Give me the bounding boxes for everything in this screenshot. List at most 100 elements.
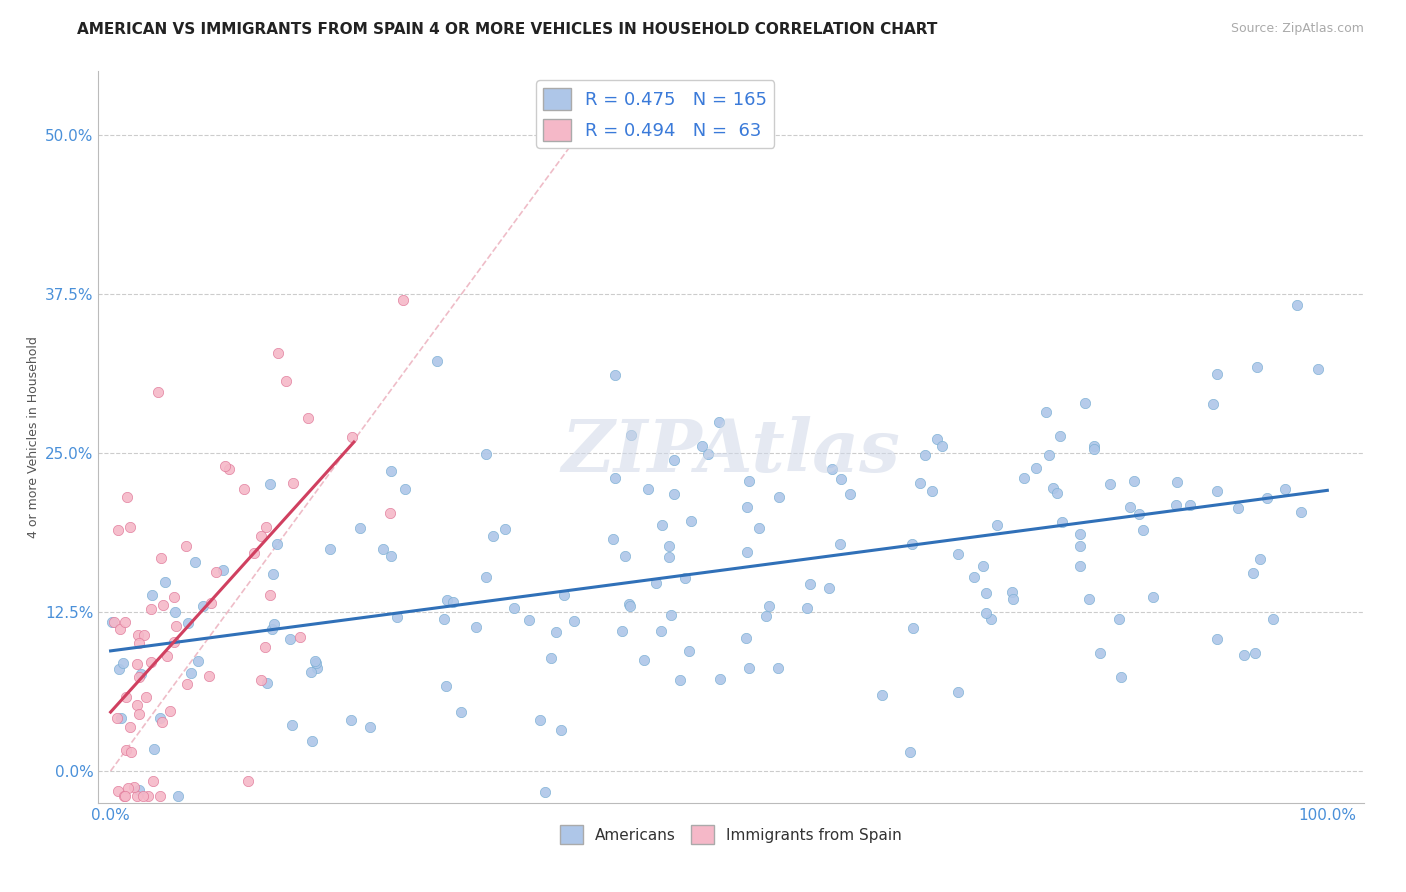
Point xyxy=(380,506,402,520)
Point xyxy=(128,636,150,650)
Point xyxy=(433,611,456,625)
Point xyxy=(620,428,643,442)
Point xyxy=(394,482,416,496)
Point xyxy=(305,661,328,675)
Point xyxy=(359,720,381,734)
Point xyxy=(900,745,922,759)
Point xyxy=(921,484,943,499)
Point xyxy=(146,384,169,399)
Point xyxy=(1249,552,1271,566)
Point xyxy=(735,631,758,645)
Point xyxy=(297,411,319,425)
Point xyxy=(380,464,402,478)
Point xyxy=(974,586,997,600)
Point xyxy=(1069,559,1091,574)
Point xyxy=(128,782,150,797)
Point xyxy=(107,784,129,798)
Point xyxy=(1025,461,1047,475)
Point xyxy=(1246,360,1268,375)
Point xyxy=(204,565,226,579)
Point xyxy=(1077,592,1099,607)
Point xyxy=(818,581,841,595)
Point xyxy=(644,575,666,590)
Y-axis label: 4 or more Vehicles in Household: 4 or more Vehicles in Household xyxy=(27,336,39,538)
Point xyxy=(709,672,731,686)
Point xyxy=(619,599,641,613)
Point xyxy=(136,789,159,804)
Point xyxy=(658,550,681,565)
Point xyxy=(1083,439,1105,453)
Point xyxy=(931,439,953,453)
Point xyxy=(256,676,278,690)
Point xyxy=(1227,500,1250,515)
Point xyxy=(141,588,163,602)
Point xyxy=(1142,590,1164,604)
Point xyxy=(283,475,305,490)
Point xyxy=(544,624,567,639)
Point xyxy=(134,628,156,642)
Point xyxy=(562,614,585,628)
Point xyxy=(550,723,572,737)
Point xyxy=(156,649,179,664)
Point xyxy=(1069,527,1091,541)
Point xyxy=(177,615,200,630)
Point xyxy=(120,745,142,759)
Point xyxy=(249,673,271,688)
Point xyxy=(115,690,138,704)
Point xyxy=(385,610,408,624)
Point xyxy=(1123,475,1146,489)
Point xyxy=(1202,397,1225,411)
Point xyxy=(659,607,682,622)
Point xyxy=(117,490,139,504)
Point xyxy=(319,541,342,556)
Point xyxy=(1205,367,1227,381)
Point xyxy=(127,628,149,642)
Point xyxy=(200,596,222,610)
Point xyxy=(1164,499,1187,513)
Point xyxy=(553,588,575,602)
Point xyxy=(1308,361,1330,376)
Text: ZIPAtlas: ZIPAtlas xyxy=(562,417,900,487)
Point xyxy=(304,654,326,668)
Point xyxy=(342,430,364,444)
Point xyxy=(963,570,986,584)
Point xyxy=(193,599,215,613)
Point xyxy=(872,689,894,703)
Point xyxy=(755,609,778,624)
Point xyxy=(1274,482,1296,496)
Point xyxy=(132,789,155,804)
Point xyxy=(117,781,139,796)
Point xyxy=(475,447,498,461)
Point xyxy=(450,706,472,720)
Point xyxy=(1073,396,1095,410)
Point xyxy=(690,439,713,453)
Point xyxy=(1088,646,1111,660)
Point xyxy=(748,521,770,535)
Point xyxy=(925,432,948,446)
Point xyxy=(301,733,323,747)
Point xyxy=(662,487,685,501)
Point xyxy=(233,482,256,496)
Point xyxy=(129,666,152,681)
Point xyxy=(214,459,236,474)
Point xyxy=(1205,483,1227,498)
Point xyxy=(101,615,124,630)
Point xyxy=(373,541,395,556)
Point xyxy=(112,657,135,671)
Point xyxy=(948,685,970,699)
Point xyxy=(1052,515,1074,529)
Point xyxy=(1119,500,1142,514)
Point xyxy=(110,711,132,725)
Point xyxy=(1289,505,1312,519)
Point xyxy=(678,644,700,658)
Point xyxy=(149,789,172,804)
Point xyxy=(986,518,1008,533)
Point xyxy=(974,606,997,620)
Point xyxy=(349,521,371,535)
Point xyxy=(1166,475,1188,490)
Point xyxy=(107,524,129,538)
Point xyxy=(1046,486,1069,500)
Point xyxy=(115,743,138,757)
Point xyxy=(681,514,703,528)
Point xyxy=(1286,297,1309,311)
